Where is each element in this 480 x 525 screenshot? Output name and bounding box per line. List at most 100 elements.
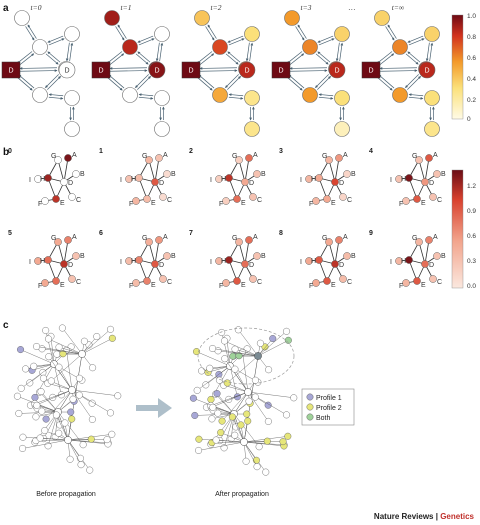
journal-brand: Nature Reviews | Genetics — [374, 512, 474, 521]
graph-node-a — [335, 154, 343, 162]
graph-node-d — [60, 178, 68, 186]
network-node — [193, 348, 201, 356]
graph-node-label-e: E — [421, 200, 426, 207]
network-node — [217, 429, 225, 437]
propagation-step-2: 2 G A B I H D F E C — [189, 148, 266, 208]
network-node — [33, 401, 41, 409]
network-node — [22, 365, 30, 373]
graph-node-label-d: D — [339, 180, 344, 187]
graph-edge-1 — [63, 239, 69, 265]
graph-node-label-g: G — [142, 235, 147, 242]
panel-a-time-labels: t=0 t=1 t=2 t=3 … t=∞ — [31, 3, 405, 12]
target-node-d-label: D — [334, 68, 339, 75]
graph-node-h — [225, 256, 233, 264]
network-node — [93, 333, 101, 341]
edge-arrow-4-fwd — [20, 69, 58, 73]
edge-arrow-8-back — [48, 93, 64, 97]
graph-node-c — [249, 193, 257, 201]
link-62 — [67, 439, 82, 465]
graph-node-label-c: C — [257, 279, 262, 286]
edge-arrow-5-back — [108, 74, 125, 89]
edge-arrow-5-back — [288, 74, 305, 89]
network-node — [107, 409, 115, 417]
graph-node-c — [339, 275, 347, 283]
propagation-step-3: 3 G A B I H D F E C — [279, 148, 356, 208]
graph-node-label-h: H — [221, 258, 226, 265]
graph-node-label-d: D — [68, 180, 73, 187]
graph-node-a — [245, 236, 253, 244]
edge-arrow-3-fwd — [225, 53, 239, 65]
network-node — [221, 355, 229, 363]
network-node — [103, 436, 111, 444]
link-14 — [247, 391, 269, 422]
diffusion-node-6 — [244, 121, 260, 137]
graph-node-label-c: C — [347, 197, 352, 204]
edge-arrow-0-back — [106, 51, 123, 64]
edge-arrow-6-back — [45, 74, 59, 88]
graph-node-d — [241, 260, 249, 268]
diffusion-node-0 — [284, 10, 300, 26]
graph-node-label-b: B — [351, 253, 356, 260]
edge-arrow-6-back — [225, 74, 239, 88]
edge-arrow-1-back — [205, 26, 215, 41]
network-node — [86, 466, 94, 474]
graph-node-i — [125, 175, 133, 183]
graph-node-label-e: E — [421, 282, 426, 289]
network-node — [79, 441, 87, 449]
link-2 — [201, 365, 231, 372]
graph-node-label-h: H — [401, 258, 406, 265]
graph-node-label-g: G — [412, 235, 417, 242]
time-label-ellipsis: … — [349, 3, 356, 12]
edge-arrow-2-back — [137, 35, 154, 43]
graph-node-label-a: A — [433, 234, 438, 241]
graph-node-c — [429, 193, 437, 201]
edge-arrow-8-fwd — [138, 96, 154, 100]
link-19 — [224, 358, 249, 393]
link-19 — [48, 356, 73, 391]
diffusion-node-5 — [64, 90, 80, 106]
edge-arrow-1-fwd — [207, 24, 217, 39]
edge-arrow-4-back — [109, 66, 147, 70]
network-hub-node — [78, 350, 86, 358]
after-propagation-caption: After propagation — [215, 491, 269, 498]
network-node — [265, 366, 273, 374]
step-label-3: 3 — [279, 148, 283, 155]
edge-arrow-4-back — [289, 66, 327, 70]
graph-edge-1 — [424, 239, 430, 265]
diffusion-node-4 — [32, 87, 48, 103]
link-3 — [229, 365, 238, 397]
graph-node-h — [44, 174, 52, 182]
network-node — [66, 455, 74, 463]
network-node — [283, 327, 291, 335]
graph-edge-1 — [154, 157, 160, 183]
propagation-step-9: 9 G A B I H D F E C — [369, 230, 446, 290]
colorbar-a-tick-02: 0.2 — [467, 97, 476, 104]
link-22 — [35, 389, 73, 406]
graph-node-label-b: B — [171, 253, 176, 260]
edge-arrow-2-fwd — [48, 38, 65, 46]
network-node — [75, 374, 83, 382]
edge-arrow-6-back — [405, 74, 419, 88]
edge-arrow-10-fwd — [245, 42, 250, 62]
graph-node-h — [225, 174, 233, 182]
edge-arrow-1-back — [385, 26, 395, 41]
graph-node-label-g: G — [412, 153, 417, 160]
graph-node-e — [233, 195, 241, 203]
link-70 — [257, 331, 287, 357]
network-node — [225, 395, 233, 403]
graph-node-b — [343, 252, 351, 260]
hub-link-1 — [233, 391, 249, 415]
source-node-d-label: D — [8, 68, 13, 75]
network-node — [45, 353, 53, 361]
step-label-9: 9 — [369, 230, 373, 237]
edge-arrow-3-fwd — [405, 53, 419, 65]
edge-arrow-2-back — [317, 35, 334, 43]
graph-node-label-b: B — [171, 171, 176, 178]
target-node-d — [58, 61, 76, 79]
graph-node-c — [68, 193, 76, 201]
legend-swatch-profile-1 — [306, 393, 314, 401]
graph-node-b — [72, 252, 80, 260]
network-node — [242, 457, 250, 465]
